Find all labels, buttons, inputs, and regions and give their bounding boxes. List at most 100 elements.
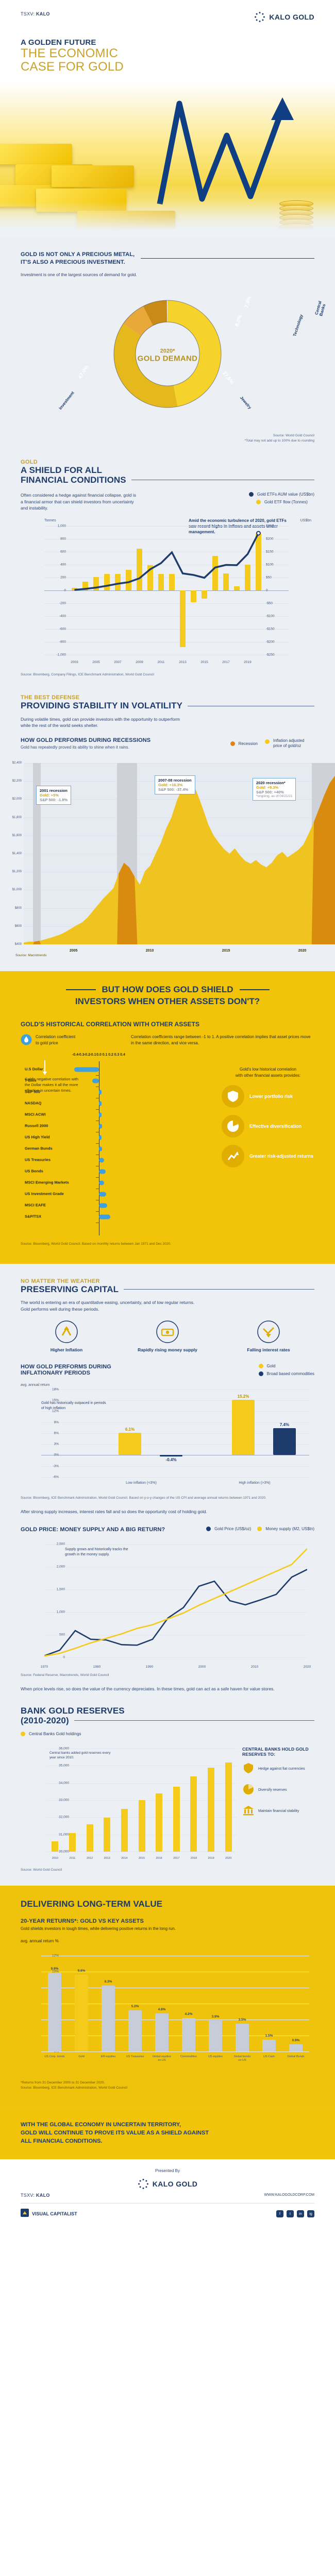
legend-dot-recession	[230, 741, 235, 746]
chart2-ytick: $1,200	[12, 870, 22, 874]
condition-rates: Falling interest rates	[223, 1320, 314, 1352]
correlation-bar	[99, 1158, 105, 1163]
inflation-ytick: -6%	[53, 1475, 59, 1479]
reserves-side-item: Hedge against fiat currencies	[242, 1762, 314, 1777]
closing-line-3: ALL FINANCIAL CONDITIONS.	[21, 2138, 103, 2144]
correlation-asset-label: U.S Dollar	[25, 1066, 43, 1072]
chart1-gridline	[44, 526, 289, 527]
correlation-asset-label: S&P 500	[25, 1089, 40, 1094]
chart1-gridline	[44, 616, 289, 617]
chart1-ytick-left: 400	[60, 563, 66, 567]
instagram-icon[interactable]: ig	[307, 2210, 314, 2218]
ticker-symbol: KALO	[36, 11, 50, 16]
correlation-bar	[99, 1180, 105, 1185]
twitter-icon[interactable]: t	[287, 2210, 294, 2218]
correlation-xtick: 0.2	[108, 1053, 113, 1057]
inflation-bar-value: 15.2%	[237, 1394, 249, 1399]
chart1-ytick-right: $200	[266, 537, 274, 541]
chart1-xtick: 2019	[244, 660, 252, 665]
chart1-bar	[234, 586, 240, 591]
legend-item: Gold ETFs AUM value (US$bn)	[248, 492, 314, 497]
donut-pct-central-banks: 7.3%	[243, 296, 253, 309]
shield-icon	[242, 1762, 255, 1777]
correlation-bar	[99, 1203, 108, 1208]
longterm-bar-value: 4.8%	[158, 2007, 166, 2011]
goldprice-closing: When price levels rise, so does the valu…	[21, 1686, 275, 1692]
inflation-ytick: 15%	[52, 1398, 59, 1402]
linkedin-icon[interactable]: in	[297, 2210, 304, 2218]
chart1-ytick-left: -400	[59, 614, 66, 618]
chart1-bar	[93, 577, 99, 591]
infographic-page: TSXV: KALO KALO GOLD A GOLDEN FUTURE THE…	[0, 0, 335, 2233]
benefits-intro-2: with other financial assets provides:	[235, 1073, 301, 1078]
benefit-label: Effective diversification	[249, 1123, 302, 1129]
inflation-bar	[119, 1433, 141, 1455]
longterm-bar	[209, 2020, 222, 2052]
correlation-tick	[96, 1143, 99, 1144]
reserves-ytick: 33,000	[59, 1798, 69, 1802]
facebook-icon[interactable]: f	[276, 2210, 283, 2218]
chart1-ytick-left: 200	[60, 575, 66, 580]
capital-source: Source: Bloomberg, ICE Benchmark Adminis…	[21, 1496, 266, 1500]
reserves-side-title-2: RESERVES TO:	[242, 1752, 276, 1757]
correlation-row: US High Yield	[21, 1132, 314, 1144]
benefit-row: Greater risk-adjusted returns	[222, 1144, 314, 1167]
correlation-banner: BUT HOW DOES GOLD SHIELD	[21, 985, 314, 995]
goldprice-ytick: 1,500	[56, 1587, 65, 1591]
inflation-ytick: 9%	[54, 1420, 59, 1424]
correlation-source: Source: Bloomberg, World Gold Council. B…	[21, 1242, 171, 1246]
chart2-ytick: $2,200	[12, 779, 22, 783]
reserves-annotation: Central banks added gold reserves every …	[49, 1751, 111, 1760]
correlation-tick	[96, 1211, 99, 1212]
donut-label-technology: Technology	[292, 314, 304, 337]
condition-label: Falling interest rates	[247, 1347, 290, 1352]
legend-dot-gold	[258, 1363, 263, 1368]
donut-center-label: 2020* GOLD DEMAND	[138, 348, 198, 363]
falling-rate-icon	[257, 1320, 280, 1344]
capital-title: PRESERVING CAPITAL	[21, 1284, 314, 1294]
reserves-bar	[190, 1776, 197, 1852]
social-links[interactable]: f t in ig	[276, 2210, 314, 2218]
condition-money-supply: Rapidly rising money supply	[122, 1320, 213, 1352]
chart2-ytick: $2,400	[12, 761, 22, 765]
gold-bar	[52, 165, 134, 187]
footer-website[interactable]: WWW.KALOGOLDCORP.COM	[264, 2193, 315, 2197]
longterm-bar	[75, 1975, 88, 2052]
correlation-xtick: -0.2	[83, 1053, 91, 1057]
longterm-chart-sub: Gold shields investors in tough times, w…	[21, 1926, 176, 1931]
footer-brand[interactable]: KALO GOLD	[21, 2178, 314, 2190]
price-trend-arrow-icon	[157, 97, 294, 205]
legend-dot-aum	[248, 492, 254, 497]
legend-dot-gold-price	[265, 739, 270, 744]
correlation-asset-label: S&P/TSX	[25, 1214, 42, 1219]
chart1-ytick-right: $250	[266, 524, 274, 528]
goldprice-xtick: 2010	[250, 1665, 259, 1669]
goldprice-lines	[44, 1548, 307, 1657]
chart1-bar	[115, 574, 121, 591]
correlation-asset-label: US Bonds	[25, 1168, 43, 1174]
correlation-xtick: 0.0	[96, 1053, 102, 1057]
defense-chart-title: HOW GOLD PERFORMS DURING RECESSIONS	[21, 737, 151, 744]
longterm-bar	[289, 2044, 303, 2052]
visual-capitalist-logo[interactable]: VISUAL CAPITALIST	[21, 2208, 77, 2219]
chart2-ytick: $1,600	[12, 834, 22, 837]
correlation-legend-line-2: to gold price	[36, 1040, 58, 1045]
goldprice-xtick: 1970	[40, 1665, 48, 1669]
reserves-ytick: 31,000	[59, 1833, 69, 1837]
closing-statement: WITH THE GLOBAL ECONOMY IN UNCERTAIN TER…	[0, 2108, 335, 2159]
longterm-section: DELIVERING LONG-TERM VALUE 20-YEAR RETUR…	[0, 1886, 335, 2108]
benefit-label: Lower portfolio risk	[249, 1093, 293, 1099]
page-footer: Presented By KALO GOLD TSXV: KALO WWW.KA…	[0, 2159, 335, 2233]
correlation-row: T-Bills	[21, 1076, 314, 1087]
vc-mark-icon	[21, 2208, 29, 2219]
longterm-ytick: 12%	[52, 1954, 59, 1958]
hero-kicker: A GOLDEN FUTURE	[21, 38, 96, 47]
chart1-gridline	[44, 590, 289, 591]
longterm-bar	[155, 2013, 169, 2052]
correlation-bar	[99, 1124, 102, 1129]
chart2-ytick: $600	[14, 924, 22, 928]
goldprice-xtick: 1980	[93, 1665, 101, 1669]
correlation-row: US Bonds	[21, 1166, 314, 1178]
reserves-xtick: 2011	[69, 1857, 76, 1860]
goldprice-xtick: 1990	[145, 1665, 154, 1669]
